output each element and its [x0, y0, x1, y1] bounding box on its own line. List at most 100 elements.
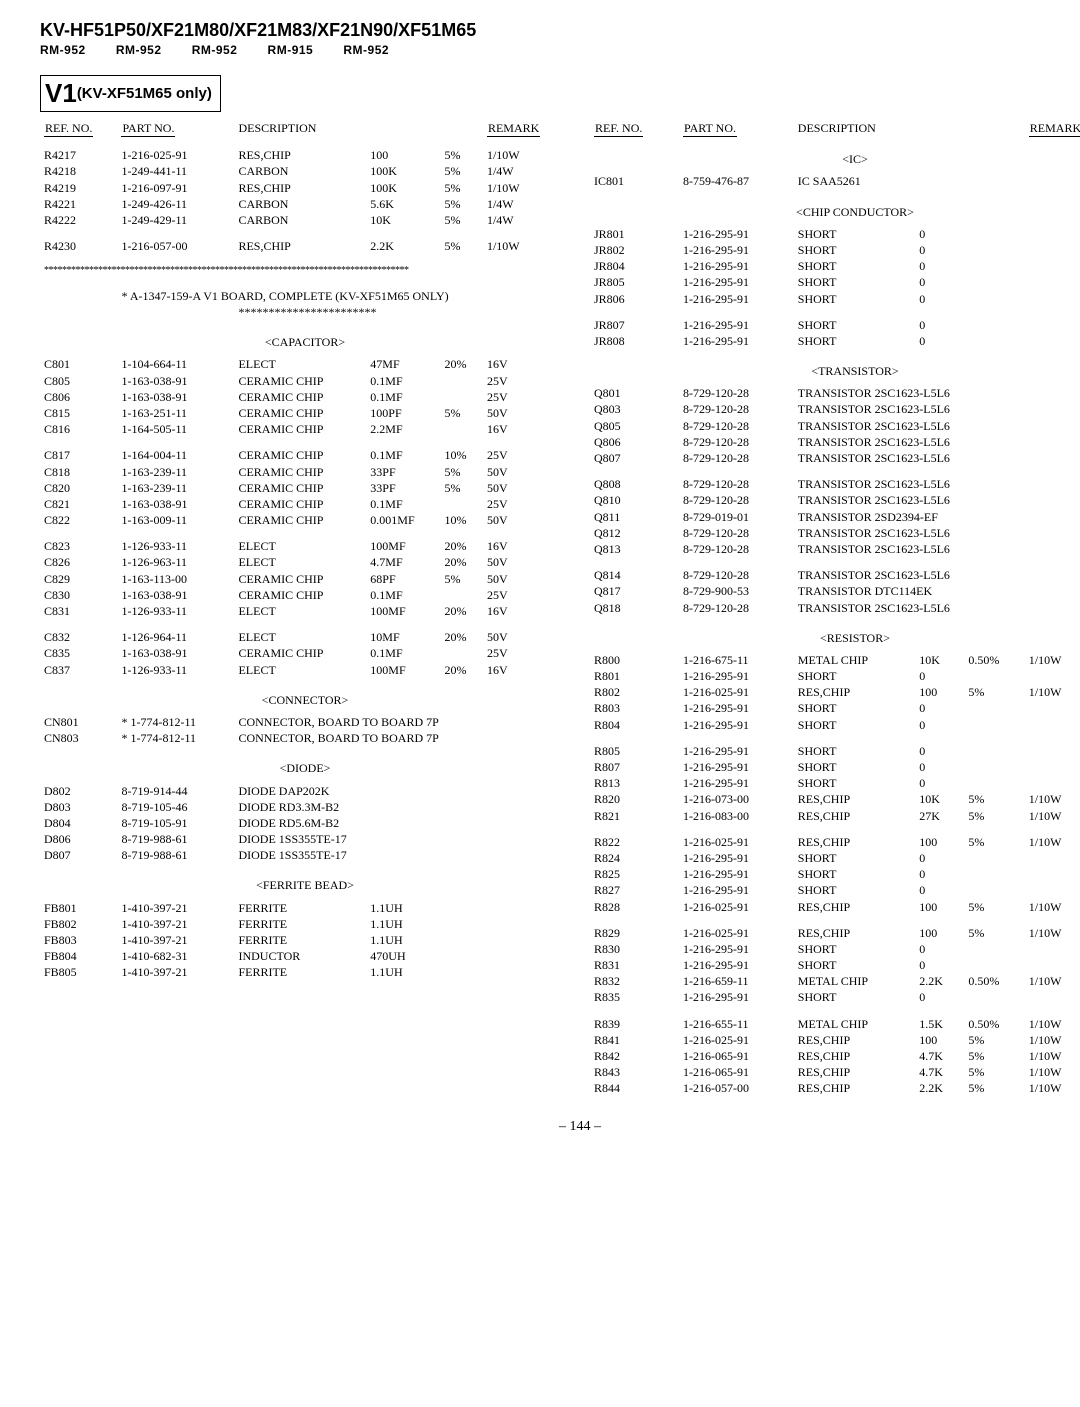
table-row: C8211-163-038-91CERAMIC CHIP0.1MF25V: [40, 496, 570, 512]
res3: R8221-216-025-91RES,CHIP1005%1/10WR8241-…: [590, 834, 1080, 915]
fbs: FB8011-410-397-21FERRITE1.1UHFB8021-410-…: [40, 900, 570, 981]
table-row: Q8078-729-120-28TRANSISTOR 2SC1623-L5L6: [590, 450, 1080, 466]
table-row: Q8018-729-120-28TRANSISTOR 2SC1623-L5L6: [590, 385, 1080, 401]
table-row: R42181-249-441-11CARBON100K5%1/4W: [40, 163, 570, 179]
table-row: C8291-163-113-00CERAMIC CHIP68PF5%50V: [40, 571, 570, 587]
table-row: R8051-216-295-91SHORT0: [590, 743, 1080, 759]
table-row: R8291-216-025-91RES,CHIP1005%1/10W: [590, 925, 1080, 941]
page-number: – 144 –: [40, 1119, 1080, 1135]
table-row: R8311-216-295-91SHORT0: [590, 957, 1080, 973]
table-row: R8321-216-659-11METAL CHIP2.2K0.50%1/10W: [590, 973, 1080, 989]
table-row: Q8128-729-120-28TRANSISTOR 2SC1623-L5L6: [590, 525, 1080, 541]
table-row: JR8041-216-295-91SHORT0: [590, 258, 1080, 274]
table-row: R8441-216-057-00RES,CHIP2.2K5%1/10W: [590, 1080, 1080, 1096]
table-row: JR8081-216-295-91SHORT0: [590, 333, 1080, 349]
table-row: D8078-719-988-61DIODE 1SS355TE-17: [40, 847, 570, 863]
table-row: C8181-163-239-11CERAMIC CHIP33PF5%50V: [40, 464, 570, 480]
table-row: FB8021-410-397-21FERRITE1.1UH: [40, 916, 570, 932]
table-row: JR8011-216-295-91SHORT0: [590, 226, 1080, 242]
table-row: C8151-163-251-11CERAMIC CHIP100PF5%50V: [40, 405, 570, 421]
table-row: R8351-216-295-91SHORT0: [590, 989, 1080, 1005]
table-row: C8261-126-963-11ELECT4.7MF20%50V: [40, 554, 570, 570]
category-capacitor: <CAPACITOR>: [44, 334, 566, 350]
page-header: KV-HF51P50/XF21M80/XF21M83/XF21N90/XF51M…: [40, 20, 1080, 57]
tr2: Q8088-729-120-28TRANSISTOR 2SC1623-L5L6 Q…: [590, 476, 1080, 557]
divider-stars: ****************************************…: [44, 264, 566, 278]
table-row: FB8011-410-397-21FERRITE1.1UH: [40, 900, 570, 916]
table-row: R8021-216-025-91RES,CHIP1005%1/10W: [590, 684, 1080, 700]
table-row: C8171-164-004-11CERAMIC CHIP0.1MF10%25V: [40, 447, 570, 463]
table-row: R8201-216-073-00RES,CHIP10K5%1/10W: [590, 791, 1080, 807]
res5: R8391-216-655-11METAL CHIP1.5K0.50%1/10W…: [590, 1016, 1080, 1097]
left-column: REF. NO. PART NO. DESCRIPTION REMARK R42…: [40, 120, 570, 1097]
table-row: JR8051-216-295-91SHORT0: [590, 274, 1080, 290]
section-heading-box: V1(KV-XF51M65 only): [40, 75, 221, 112]
left-block1: R42171-216-025-91RES,CHIP1005%1/10WR4218…: [40, 147, 570, 228]
table-row: C8371-126-933-11ELECT100MF20%16V: [40, 662, 570, 678]
left-table: REF. NO. PART NO. DESCRIPTION REMARK R42…: [40, 120, 570, 981]
table-row: C8161-164-505-11CERAMIC CHIP2.2MF16V: [40, 421, 570, 437]
table-row: D8038-719-105-46DIODE RD3.3M-B2: [40, 799, 570, 815]
table-row: Q8058-729-120-28TRANSISTOR 2SC1623-L5L6: [590, 418, 1080, 434]
table-row: R8271-216-295-91SHORT0: [590, 882, 1080, 898]
table-row: C8201-163-239-11CERAMIC CHIP33PF5%50V: [40, 480, 570, 496]
column-header-row: REF. NO. PART NO. DESCRIPTION REMARK: [590, 120, 1080, 137]
table-row: R42171-216-025-91RES,CHIP1005%1/10W: [40, 147, 570, 163]
caps1: C8011-104-664-11ELECT47MF20%16VC8051-163…: [40, 356, 570, 437]
table-row: R8421-216-065-91RES,CHIP4.7K5%1/10W: [590, 1048, 1080, 1064]
category-ic: <IC>: [594, 151, 1080, 167]
table-row: C8011-104-664-11ELECT47MF20%16V: [40, 356, 570, 372]
table-row: CN803* 1-774-812-11CONNECTOR, BOARD TO B…: [40, 730, 570, 746]
table-row: JR8061-216-295-91SHORT0: [590, 291, 1080, 307]
table-row: D8048-719-105-91DIODE RD5.6M-B2: [40, 815, 570, 831]
right-column: REF. NO. PART NO. DESCRIPTION REMARK <IC…: [590, 120, 1080, 1097]
caps4: C8321-126-964-11ELECT10MF20%50VC8351-163…: [40, 629, 570, 678]
res2: R8051-216-295-91SHORT0R8071-216-295-91SH…: [590, 743, 1080, 824]
table-row: FB8031-410-397-21FERRITE1.1UH: [40, 932, 570, 948]
table-row: R8241-216-295-91SHORT0: [590, 850, 1080, 866]
table-row: R42221-249-429-11CARBON10K5%1/4W: [40, 212, 570, 228]
table-row: R8391-216-655-11METAL CHIP1.5K0.50%1/10W: [590, 1016, 1080, 1032]
table-row: R8251-216-295-91SHORT0: [590, 866, 1080, 882]
table-row: C8301-163-038-91CERAMIC CHIP0.1MF25V: [40, 587, 570, 603]
table-row: R8001-216-675-11METAL CHIP10K0.50%1/10W: [590, 652, 1080, 668]
table-row: Q8148-729-120-28TRANSISTOR 2SC1623-L5L6: [590, 567, 1080, 583]
table-row: Q8038-729-120-28TRANSISTOR 2SC1623-L5L6: [590, 401, 1080, 417]
cc2: JR8071-216-295-91SHORT0JR8081-216-295-91…: [590, 317, 1080, 349]
cc1: JR8011-216-295-91SHORT0JR8021-216-295-91…: [590, 226, 1080, 307]
table-row: CN801* 1-774-812-11CONNECTOR, BOARD TO B…: [40, 714, 570, 730]
table-row: C8351-163-038-91CERAMIC CHIP0.1MF25V: [40, 645, 570, 661]
table-row: FB8051-410-397-21FERRITE1.1UH: [40, 964, 570, 980]
table-row: Q8188-729-120-28TRANSISTOR 2SC1623-L5L6: [590, 600, 1080, 616]
table-row: Q8068-729-120-28TRANSISTOR 2SC1623-L5L6: [590, 434, 1080, 450]
table-row: JR8021-216-295-91SHORT0: [590, 242, 1080, 258]
table-row: R8131-216-295-91SHORT0: [590, 775, 1080, 791]
category-connector: <CONNECTOR>: [44, 692, 566, 708]
category-ferrite: <FERRITE BEAD>: [44, 877, 566, 893]
table-row: FB8041-410-682-31INDUCTOR470UH: [40, 948, 570, 964]
table-row: IC8018-759-476-87IC SAA5261: [590, 173, 1080, 189]
table-row: R8411-216-025-91RES,CHIP1005%1/10W: [590, 1032, 1080, 1048]
table-row: R8281-216-025-91RES,CHIP1005%1/10W: [590, 899, 1080, 915]
table-row: Q8088-729-120-28TRANSISTOR 2SC1623-L5L6: [590, 476, 1080, 492]
main-columns: REF. NO. PART NO. DESCRIPTION REMARK R42…: [40, 120, 1080, 1097]
res1: R8001-216-675-11METAL CHIP10K0.50%1/10W R…: [590, 652, 1080, 733]
ic: IC8018-759-476-87IC SAA5261: [590, 173, 1080, 189]
table-row: R8301-216-295-91SHORT0: [590, 941, 1080, 957]
column-header-row: REF. NO. PART NO. DESCRIPTION REMARK: [40, 120, 570, 137]
table-row: JR8071-216-295-91SHORT0: [590, 317, 1080, 333]
table-row: Q8118-729-019-01TRANSISTOR 2SD2394-EF: [590, 509, 1080, 525]
table-row: R42211-249-426-11CARBON5.6K5%1/4W: [40, 196, 570, 212]
table-row: D8028-719-914-44DIODE DAP202K: [40, 783, 570, 799]
diodes: D8028-719-914-44DIODE DAP202KD8038-719-1…: [40, 783, 570, 864]
table-row: C8061-163-038-91CERAMIC CHIP0.1MF25V: [40, 389, 570, 405]
res4: R8291-216-025-91RES,CHIP1005%1/10WR8301-…: [590, 925, 1080, 1006]
table-row: R8071-216-295-91SHORT0: [590, 759, 1080, 775]
tr1: Q8018-729-120-28TRANSISTOR 2SC1623-L5L6Q…: [590, 385, 1080, 466]
table-row: R42191-216-097-91RES,CHIP100K5%1/10W: [40, 180, 570, 196]
table-row: C8321-126-964-11ELECT10MF20%50V: [40, 629, 570, 645]
table-row: C8311-126-933-11ELECT100MF20%16V: [40, 603, 570, 619]
tr3: Q8148-729-120-28TRANSISTOR 2SC1623-L5L6 Q…: [590, 567, 1080, 616]
caps2: C8171-164-004-11CERAMIC CHIP0.1MF10%25VC…: [40, 447, 570, 528]
left-block1b: R42301-216-057-00RES,CHIP2.2K5%1/10W: [40, 238, 570, 254]
